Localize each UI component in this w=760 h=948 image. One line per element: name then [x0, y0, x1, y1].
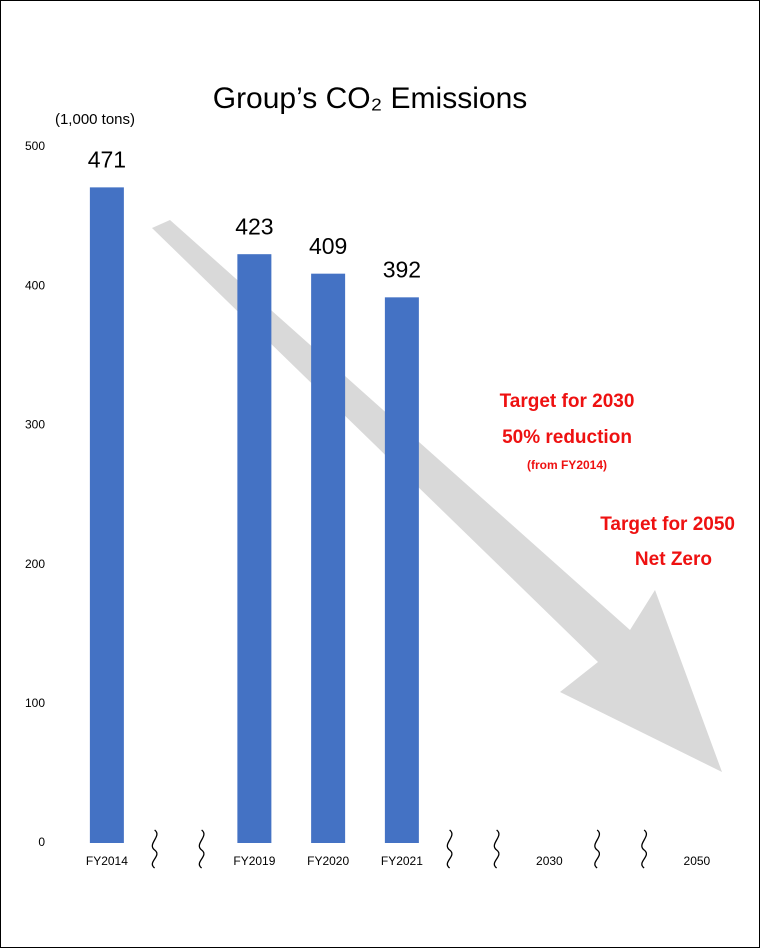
x-tick-label: FY2021: [381, 854, 423, 868]
annotation: (from FY2014): [527, 458, 607, 472]
break-mark: [198, 829, 205, 869]
break-mark: [493, 829, 500, 869]
annotation: Target for 2050: [600, 514, 735, 535]
y-tick-label: 300: [25, 418, 45, 432]
x-tick-label: 2030: [536, 854, 563, 868]
annotation: 50% reduction: [502, 427, 632, 448]
x-tick-label: FY2020: [307, 854, 349, 868]
x-tick-label: 2050: [684, 854, 711, 868]
data-label: 471: [88, 146, 126, 172]
break-mark: [594, 829, 601, 869]
break-mark: [446, 829, 453, 869]
data-label: 423: [235, 213, 273, 239]
y-tick-label: 200: [25, 557, 45, 571]
annotation: Net Zero: [635, 549, 712, 570]
x-tick-label: FY2014: [86, 854, 128, 868]
y-tick-label: 400: [25, 278, 45, 292]
data-label: 392: [383, 256, 421, 282]
chart-title: Group’s CO₂ Emissions: [213, 82, 528, 115]
x-tick-label: FY2019: [233, 854, 275, 868]
trend-arrow: [152, 220, 722, 772]
annotation: Target for 2030: [500, 391, 635, 412]
bar: [237, 254, 272, 843]
y-unit: (1,000 tons): [55, 111, 135, 128]
y-tick-label: 0: [38, 835, 45, 849]
y-tick-label: 100: [25, 696, 45, 710]
y-tick-label: 500: [25, 139, 45, 153]
bar: [311, 273, 346, 843]
bar: [384, 297, 419, 843]
break-mark: [151, 829, 158, 869]
bar: [89, 187, 124, 844]
break-mark: [641, 829, 648, 869]
data-label: 409: [309, 233, 347, 259]
